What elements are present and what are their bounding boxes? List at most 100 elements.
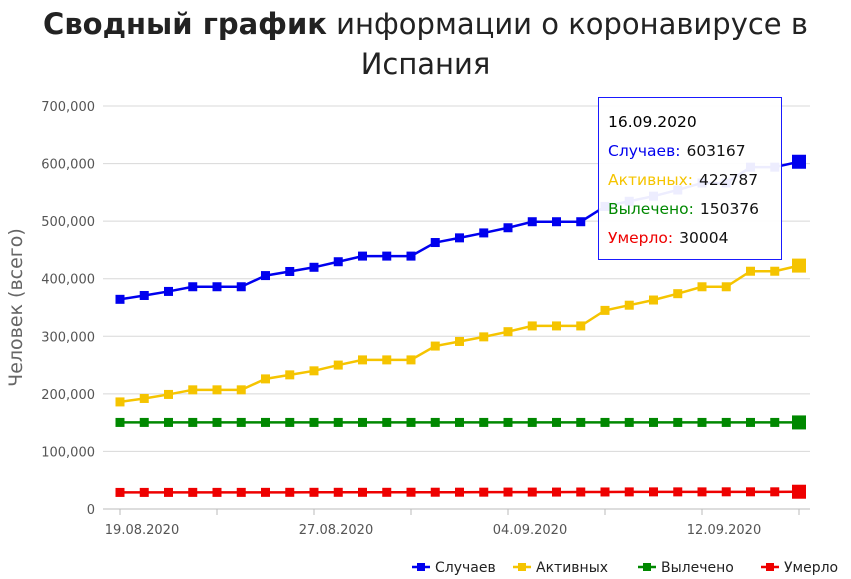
data-point — [673, 417, 683, 427]
legend-label: Случаев — [435, 560, 496, 576]
data-point — [600, 417, 610, 427]
data-point — [503, 327, 513, 337]
series-2 — [115, 415, 806, 430]
data-point — [430, 487, 440, 497]
data-point — [285, 487, 295, 497]
data-point — [576, 487, 586, 497]
tooltip-row-recovered: Вылечено: 150376 — [608, 195, 781, 224]
legend-marker — [417, 563, 425, 571]
legend-item[interactable]: Активных — [513, 560, 608, 576]
data-point — [697, 282, 707, 292]
data-point — [527, 321, 537, 331]
data-point — [309, 417, 319, 427]
data-point — [792, 154, 806, 169]
tooltip-value: 150376 — [699, 200, 760, 218]
data-point — [261, 417, 270, 427]
data-point — [236, 417, 246, 427]
legend-marker — [643, 563, 651, 571]
data-point — [649, 487, 658, 497]
data-point — [164, 487, 173, 497]
data-point — [261, 271, 270, 281]
x-tick-label: 27.08.2020 — [299, 523, 373, 538]
data-point — [406, 355, 416, 365]
legend-label: Умерло — [784, 560, 838, 576]
series-1 — [115, 258, 806, 407]
data-point — [721, 282, 731, 292]
data-point — [552, 321, 561, 331]
data-point — [624, 487, 634, 497]
legend-marker — [766, 563, 774, 571]
data-point — [236, 385, 246, 395]
y-tick-label: 100,000 — [41, 445, 95, 460]
data-point — [576, 321, 586, 331]
data-point — [212, 385, 222, 395]
data-point — [576, 217, 586, 227]
data-point — [430, 341, 440, 351]
data-point — [552, 487, 561, 497]
data-point — [430, 417, 440, 427]
tooltip-value: 603167 — [686, 142, 746, 160]
data-point — [430, 238, 440, 248]
data-point — [236, 487, 246, 497]
data-point — [503, 487, 513, 497]
x-tick-label: 04.09.2020 — [493, 523, 567, 538]
data-point — [746, 487, 755, 497]
legend-item[interactable]: Вылечено — [638, 560, 734, 576]
tooltip-label: Случаев: — [608, 142, 681, 160]
tooltip-label: Вылечено: — [608, 200, 694, 218]
tooltip-row-deaths: Умерло: 30004 — [608, 224, 781, 253]
data-point — [600, 305, 610, 315]
tooltip-row-cases: Случаев: 603167 — [608, 137, 781, 166]
data-point — [503, 417, 513, 427]
x-tick-label: 12.09.2020 — [687, 523, 761, 538]
data-point — [382, 355, 392, 365]
data-point — [649, 295, 658, 305]
data-point — [115, 294, 125, 304]
legend[interactable]: Случаев Активных Вылечено Умерло — [412, 560, 838, 576]
data-point — [285, 370, 295, 380]
data-point — [624, 300, 634, 310]
data-point — [333, 257, 343, 267]
data-point — [115, 397, 125, 407]
data-point — [285, 417, 295, 427]
data-point — [479, 417, 489, 427]
y-tick-label: 200,000 — [41, 388, 95, 403]
legend-item[interactable]: Умерло — [761, 560, 838, 576]
data-point — [309, 366, 319, 376]
data-point — [285, 266, 295, 276]
data-point — [333, 487, 343, 497]
data-point — [770, 487, 780, 497]
data-point — [406, 251, 416, 261]
data-point — [358, 417, 367, 427]
data-point — [697, 417, 707, 427]
data-point — [770, 417, 780, 427]
legend-label: Вылечено — [661, 560, 734, 576]
tooltip: 16.09.2020 Случаев: 603167 Активных: 42278… — [598, 97, 782, 260]
y-tick-label: 600,000 — [41, 158, 95, 173]
chart-title: Сводный график информации о коронавирусе… — [0, 4, 851, 84]
data-point — [309, 262, 319, 272]
data-point — [139, 290, 149, 300]
legend-label: Активных — [536, 560, 608, 576]
axes: 0 100,000 200,000 300,000 400,000 500,000 600,… — [5, 100, 810, 538]
tooltip-value: 30004 — [679, 229, 729, 247]
data-point — [792, 484, 806, 499]
data-point — [673, 289, 683, 299]
data-point — [455, 487, 464, 497]
data-point — [333, 360, 343, 370]
data-point — [455, 336, 464, 346]
data-point — [358, 355, 367, 365]
y-tick-label: 400,000 — [41, 273, 95, 288]
data-point — [770, 266, 780, 276]
data-point — [382, 417, 392, 427]
data-point — [164, 286, 173, 296]
data-point — [382, 487, 392, 497]
y-axis-label: Человек (всего) — [5, 228, 27, 387]
legend-item[interactable]: Случаев — [412, 560, 496, 576]
data-point — [188, 487, 198, 497]
data-point — [552, 217, 561, 227]
series-3 — [115, 484, 806, 499]
data-point — [552, 417, 561, 427]
legend-marker — [518, 563, 526, 571]
data-point — [479, 332, 489, 342]
